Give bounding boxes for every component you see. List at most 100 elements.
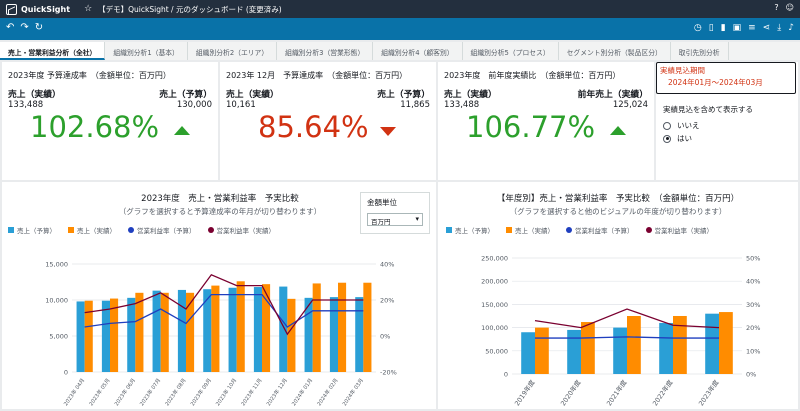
- kpi-panel-month[interactable]: 2023年 12月 予算達成率 （金額単位：百万円） 売上（実績） 売上（予算）…: [220, 62, 436, 180]
- yearly-chart-legend: 売上（予算） 売上（実績） 営業利益率（予算） 営業利益率（実績）: [446, 225, 713, 235]
- legend-label: 営業利益率（実績）: [216, 227, 276, 235]
- unit-dropdown[interactable]: 百万円: [367, 213, 423, 226]
- y-tick-label: 200,000: [481, 278, 508, 286]
- bar-plan: [613, 327, 627, 374]
- top-bar: QuickSight ☆ 【デモ】QuickSight / 元のダッシュボード …: [0, 0, 800, 18]
- reset-icon[interactable]: ↻: [34, 22, 44, 33]
- tab-supplier[interactable]: 取引先別分析: [671, 42, 729, 60]
- y2-tick-label: 0%: [380, 333, 390, 341]
- x-tick-label: 2022年度: [650, 378, 675, 408]
- y-tick-label: 250,000: [481, 255, 508, 263]
- kpi-percent: 85.64%: [258, 110, 369, 144]
- download-icon[interactable]: ⤓: [777, 23, 782, 33]
- x-tick-label: 2024年 03月: [340, 377, 365, 408]
- y2-tick-label: 20%: [746, 324, 760, 332]
- user-icon[interactable]: ☺: [785, 3, 794, 12]
- kpi-plan-value: 11,865: [400, 100, 430, 110]
- legend-item[interactable]: 営業利益率（予算）: [566, 225, 634, 235]
- share-icon[interactable]: ⋖: [762, 23, 771, 33]
- radio-yes-circle[interactable]: [663, 134, 671, 143]
- bar-plan: [127, 297, 136, 372]
- y2-tick-label: -20%: [380, 369, 397, 377]
- bar-actual: [312, 283, 321, 372]
- bookmark-icon[interactable]: ▯: [708, 23, 714, 33]
- bar-actual: [673, 315, 687, 374]
- y2-tick-label: 30%: [746, 301, 760, 309]
- legend-label: 売上（実績）: [515, 227, 554, 235]
- kpi-actual-label: 売上（実績）: [226, 90, 279, 100]
- x-tick-label: 2020年度: [558, 378, 583, 408]
- legend-swatch: [446, 227, 452, 233]
- yearly-sales-chart[interactable]: 0 50,000 100,000 150,000 200,000 250,000 0% 10%…: [438, 182, 798, 409]
- schedule-icon[interactable]: ◷: [693, 23, 702, 33]
- quicksight-logo-icon: [6, 3, 17, 15]
- legend-label: 営業利益率（実績）: [654, 227, 714, 235]
- legend-item[interactable]: 営業利益率（実績）: [207, 225, 276, 235]
- unit-label: 金額単位: [367, 198, 397, 207]
- trend-down-icon: [380, 127, 396, 136]
- print-icon[interactable]: ▣: [732, 23, 742, 33]
- kpi-panel-yoy[interactable]: 2023年度 前年度実績比 （金額単位：百万円） 売上（実績） 前年売上（実績）…: [438, 62, 654, 180]
- legend-label: 売上（予算）: [17, 227, 56, 235]
- tab-org-basic[interactable]: 組織別分析1（基本）: [105, 42, 188, 60]
- bar-plan: [304, 297, 313, 372]
- bookmark-list-icon[interactable]: ▮: [720, 23, 726, 33]
- tab-org-process[interactable]: 組織別分析5（プロセス）: [463, 42, 559, 60]
- bar-actual: [535, 327, 549, 374]
- undo-icon[interactable]: ↶: [6, 22, 15, 33]
- bar-plan: [76, 301, 85, 372]
- kpi-title: 2023年度 前年度実績比 （金額単位：百万円）: [444, 71, 621, 80]
- radio-no-circle[interactable]: [663, 121, 671, 130]
- line-margin-actual: [534, 308, 720, 329]
- bar-plan: [101, 300, 110, 372]
- monthly-chart-panel[interactable]: 0 5,000 10,000 15,000 -20% 0% 20% 40% 2023年 04月 2…: [2, 182, 436, 409]
- legend-item[interactable]: 営業利益率（実績）: [645, 225, 714, 235]
- help-icon[interactable]: ?: [774, 3, 779, 12]
- kpi-percent: 102.68%: [30, 110, 160, 144]
- kpi-plan-label: 売上（予算）: [377, 90, 430, 100]
- alert-bell-icon[interactable]: ♪: [788, 23, 794, 33]
- kpi-actual-value: 10,161: [226, 100, 256, 110]
- x-tick-label: 2023年 05月: [87, 377, 112, 408]
- legend-item[interactable]: 営業利益率（予算）: [128, 225, 196, 235]
- legend-swatch: [128, 227, 134, 233]
- legend-item[interactable]: 売上（予算）: [446, 225, 494, 235]
- legend-swatch: [506, 227, 512, 233]
- kpi-plan-value: 130,000: [176, 100, 212, 110]
- tab-org-sales-type[interactable]: 組織別分析3（営業形態）: [277, 42, 374, 60]
- tab-sales-overview[interactable]: 売上・営業利益分析（全社）: [0, 42, 106, 60]
- line-margin-actual: [84, 274, 364, 336]
- tab-segment-product[interactable]: セグメント別分析（製品区分）: [559, 42, 671, 60]
- y-tick-label: 50,000: [485, 347, 508, 355]
- kpi-title: 2023年度 予算達成率 （金額単位：百万円）: [8, 71, 171, 80]
- bar-plan: [279, 286, 288, 372]
- bar-actual: [236, 281, 245, 372]
- tab-org-area[interactable]: 組織別分析2（エリア）: [188, 42, 278, 60]
- unit-control: 金額単位 百万円: [360, 192, 430, 234]
- y-tick-label: 100,000: [481, 324, 508, 332]
- legend-item[interactable]: 売上（実績）: [506, 225, 554, 235]
- redo-icon[interactable]: ↷: [20, 22, 29, 33]
- bar-plan: [329, 297, 338, 372]
- legend-swatch: [8, 227, 14, 233]
- kpi-prev-value: 125,024: [612, 100, 648, 110]
- x-tick-label: 2024年 01月: [289, 377, 314, 408]
- legend-item[interactable]: 売上（予算）: [8, 225, 56, 235]
- radio-no[interactable]: いいえ: [663, 120, 700, 131]
- bar-actual: [363, 282, 372, 372]
- quicksight-logo[interactable]: QuickSight: [6, 3, 70, 15]
- bar-actual: [627, 316, 641, 374]
- favorite-star-icon[interactable]: ☆: [84, 4, 93, 14]
- data-icon[interactable]: ≡: [748, 23, 756, 33]
- period-note: 実績見込期間 2024年01月～2024年03月: [656, 62, 796, 94]
- legend-swatch: [207, 227, 214, 233]
- bar-actual: [338, 282, 347, 372]
- yearly-chart-panel[interactable]: 0 50,000 100,000 150,000 200,000 250,000 0% 10%…: [438, 182, 798, 409]
- tab-org-customer[interactable]: 組織別分析4（顧客別）: [373, 42, 463, 60]
- kpi-panel-annual[interactable]: 2023年度 予算達成率 （金額単位：百万円） 売上（実績） 売上（予算） 13…: [2, 62, 218, 180]
- kpi-actual-label: 売上（実績）: [8, 90, 61, 100]
- radio-yes[interactable]: はい: [663, 133, 692, 144]
- legend-item[interactable]: 売上（実績）: [68, 225, 116, 235]
- period-range: 2024年01月～2024年03月: [668, 78, 763, 87]
